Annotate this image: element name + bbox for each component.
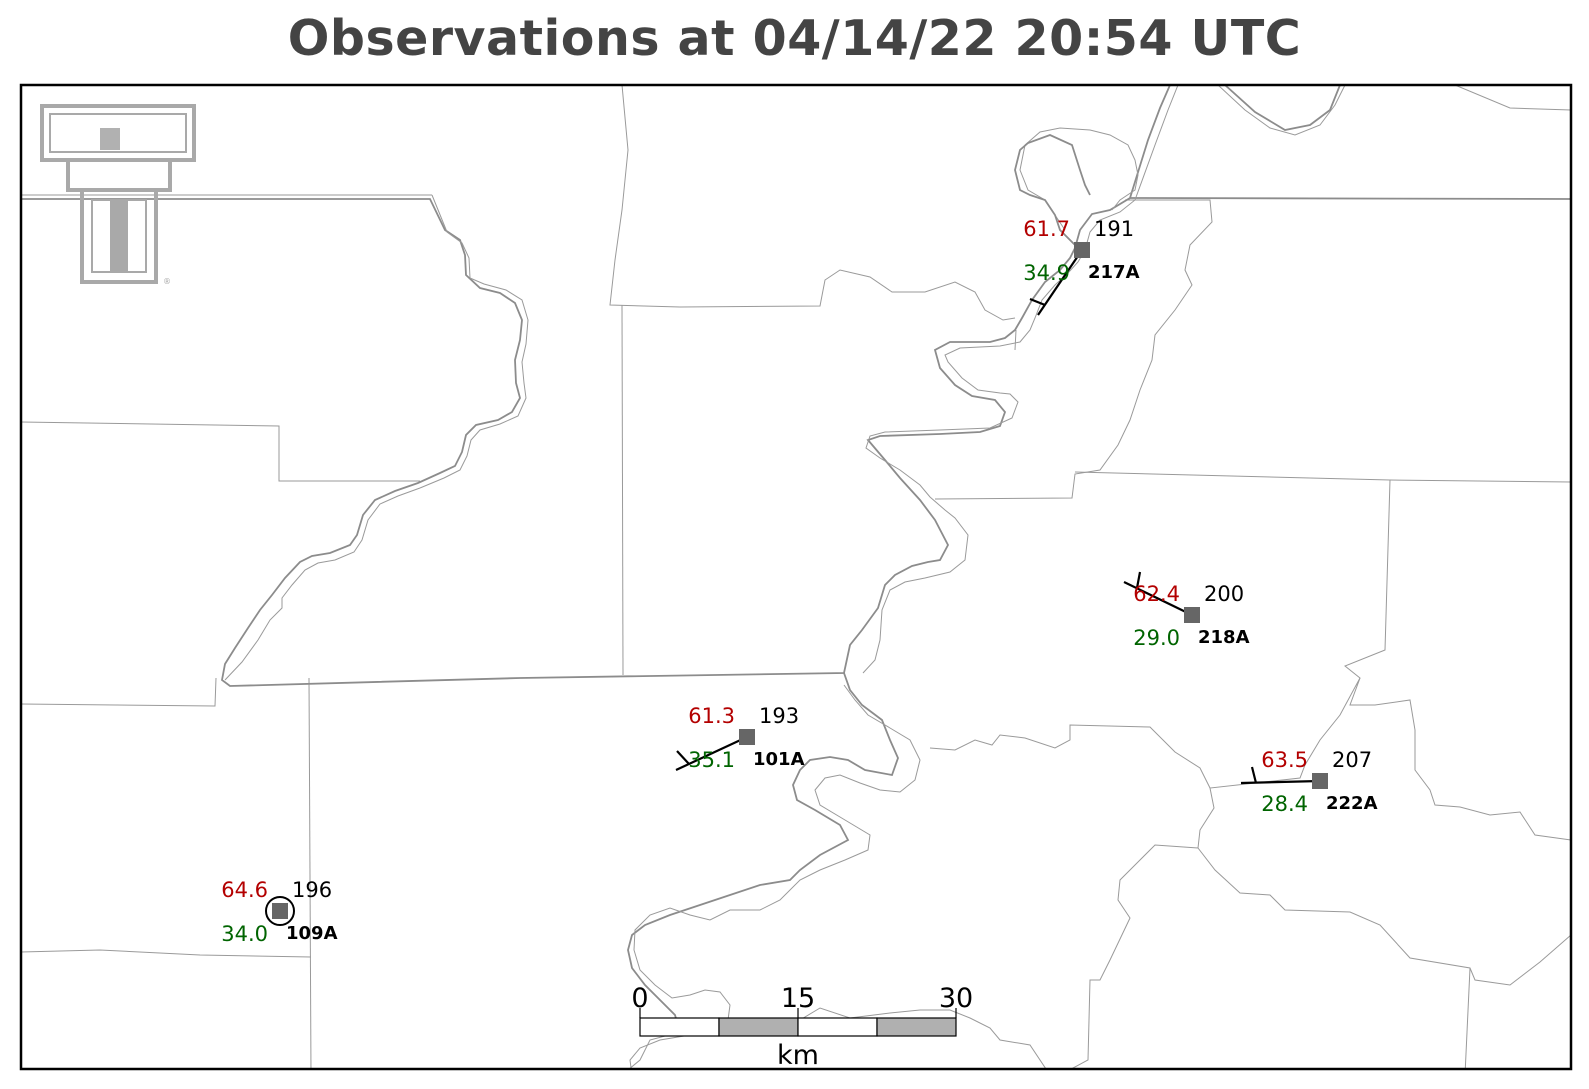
station-temperature: 62.4 xyxy=(1133,582,1180,606)
station-id: 218A xyxy=(1198,627,1250,648)
station-dewpoint: 34.9 xyxy=(1023,261,1070,285)
station-marker[interactable] xyxy=(1074,242,1090,258)
station-dewpoint: 29.0 xyxy=(1133,626,1180,650)
station-218a[interactable]: 62.4 29.0 200 218A xyxy=(1123,571,1250,650)
station-wind-direction: 200 xyxy=(1204,582,1244,606)
rivers xyxy=(21,85,1571,1069)
station-temperature: 63.5 xyxy=(1261,748,1308,772)
station-marker[interactable] xyxy=(272,903,288,919)
station-wind-direction: 196 xyxy=(292,878,332,902)
station-dewpoint: 34.0 xyxy=(221,922,268,946)
station-dewpoint: 28.4 xyxy=(1261,792,1308,816)
scale-unit: km xyxy=(777,1040,819,1071)
wind-barb-staff xyxy=(1240,779,1321,785)
scale-segment-2 xyxy=(718,1017,799,1037)
station-marker[interactable] xyxy=(739,729,755,745)
basemap: ® xyxy=(21,85,1571,1069)
station-temperature: 61.3 xyxy=(688,704,735,728)
station-217a[interactable]: 61.7 34.9 191 217A xyxy=(1023,217,1140,316)
station-dewpoint: 35.1 xyxy=(688,748,735,772)
map-frame xyxy=(19,83,1573,1071)
wind-barb-flag xyxy=(1250,766,1258,784)
wind-barb-staff xyxy=(1037,249,1083,316)
station-wind-direction: 207 xyxy=(1332,748,1372,772)
scale-segment-4 xyxy=(876,1017,957,1037)
scale-tick-30: 30 xyxy=(939,983,973,1014)
station-wind-direction: 191 xyxy=(1094,217,1134,241)
scale-tick-0: 0 xyxy=(631,983,648,1014)
wind-barb-flag xyxy=(1029,297,1046,307)
station-temperature: 64.6 xyxy=(221,878,268,902)
station-222a[interactable]: 63.5 28.4 207 222A xyxy=(1240,748,1378,816)
station-marker[interactable] xyxy=(1184,607,1200,623)
scale-segment-3 xyxy=(797,1017,878,1037)
station-101a[interactable]: 61.3 35.1 193 101A xyxy=(675,704,805,772)
station-id: 101A xyxy=(753,749,805,770)
station-id: 217A xyxy=(1088,262,1140,283)
station-marker[interactable] xyxy=(1312,773,1328,789)
calm-wind-circle xyxy=(265,896,295,926)
county-boundaries xyxy=(21,85,1571,1069)
wind-barb-staff xyxy=(1123,581,1193,616)
wind-barb-flag xyxy=(676,750,690,765)
map-title: Observations at 04/14/22 20:54 UTC xyxy=(287,10,1302,67)
texas-tech-double-t-logo: ® xyxy=(40,104,196,286)
scale-segment-1 xyxy=(639,1017,720,1037)
station-id: 109A xyxy=(286,923,338,944)
wind-barb-flag xyxy=(1135,571,1142,589)
svg-text:®: ® xyxy=(163,277,171,286)
scale-bar: 0 15 30 km xyxy=(631,983,973,1071)
wind-barb-staff xyxy=(675,736,748,771)
station-plots: 61.7 34.9 191 217A 62.4 29.0 200 218A 61.3 35.1 19… xyxy=(221,217,1377,946)
scale-tick-15: 15 xyxy=(781,983,815,1014)
station-temperature: 61.7 xyxy=(1023,217,1070,241)
station-109a[interactable]: 64.6 34.0 196 109A xyxy=(221,878,337,946)
station-id: 222A xyxy=(1326,793,1378,814)
station-wind-direction: 193 xyxy=(759,704,799,728)
